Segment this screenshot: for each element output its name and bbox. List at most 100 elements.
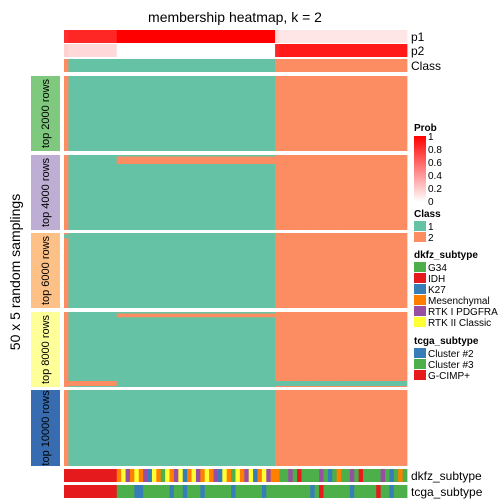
dkfz-cell (380, 469, 386, 482)
class-cell (261, 59, 267, 72)
dkfz-cell (376, 469, 382, 482)
membership-column (178, 155, 184, 230)
p1-cell (125, 30, 131, 43)
membership-column (90, 76, 96, 151)
top-annotation-label: Class (411, 59, 441, 73)
class-cell (217, 59, 223, 72)
membership-column (367, 390, 373, 466)
dkfz-cell (239, 469, 245, 482)
p2-cell (143, 44, 148, 57)
p2-cell (209, 44, 214, 57)
membership-column (125, 155, 131, 230)
p1-cell (266, 30, 272, 43)
tcga-cell (134, 485, 140, 498)
tcga-cell (402, 485, 408, 498)
dkfz-cell (94, 469, 100, 482)
membership-column (235, 390, 241, 466)
top-annotation-label: p1 (411, 30, 425, 44)
p1-cell (64, 30, 69, 43)
dkfz-cell (248, 469, 254, 482)
tcga-cell (314, 485, 320, 498)
membership-column (99, 390, 104, 466)
dkfz-cell (107, 469, 113, 482)
membership-column (292, 76, 298, 151)
dkfz-cell (349, 469, 355, 482)
class-cell (292, 59, 298, 72)
p2-cell (112, 44, 118, 57)
p2-cell (270, 44, 276, 57)
bottom-annotations (64, 469, 408, 498)
p1-cell (319, 30, 324, 43)
membership-column (226, 390, 232, 466)
p1-cell (376, 30, 382, 43)
membership-column (77, 390, 82, 466)
membership-column (68, 76, 74, 151)
membership-column (90, 390, 96, 466)
membership-stripe (64, 381, 117, 386)
p1-cell (121, 30, 126, 43)
membership-column (125, 76, 131, 151)
tcga-cell (235, 485, 241, 498)
membership-column (349, 312, 355, 387)
membership-column (200, 390, 206, 466)
tcga-cell (200, 485, 206, 498)
tcga-cell (156, 485, 162, 498)
membership-column (85, 76, 91, 151)
membership-column (72, 76, 78, 151)
membership-column (301, 155, 307, 230)
membership-column (64, 233, 69, 308)
p1-cell (213, 30, 219, 43)
class-cell (314, 59, 320, 72)
class-cell (134, 59, 140, 72)
membership-column (380, 76, 386, 151)
dkfz-cell (160, 469, 166, 482)
p1-cell (314, 30, 320, 43)
membership-column (235, 312, 241, 387)
membership-column (349, 76, 355, 151)
membership-column (173, 312, 179, 387)
membership-column (292, 312, 298, 387)
p1-cell (85, 30, 91, 43)
class-cell (81, 59, 87, 72)
membership-column (151, 312, 157, 387)
membership-column (385, 233, 390, 308)
membership-column (217, 312, 223, 387)
class-cell (173, 59, 179, 72)
prob-tick-label: 0.2 (428, 184, 442, 195)
membership-column (107, 155, 113, 230)
membership-column (393, 233, 399, 308)
tcga-cell (385, 485, 390, 498)
dkfz-cell (275, 469, 280, 482)
dkfz-swatch (414, 295, 426, 305)
p2-cell (226, 44, 232, 57)
membership-column (385, 390, 390, 466)
membership-column (116, 390, 122, 466)
membership-column (169, 390, 175, 466)
membership-column (231, 233, 236, 308)
tcga-cell (72, 485, 78, 498)
class-cell (72, 59, 78, 72)
dkfz-cell (402, 469, 408, 482)
p1-cell (129, 30, 135, 43)
tcga-cell (112, 485, 118, 498)
class-cell (319, 59, 324, 72)
dkfz-cell (222, 469, 228, 482)
tcga-cell (81, 485, 87, 498)
membership-column (107, 233, 113, 308)
p1-cell (279, 30, 285, 43)
dkfz-cell (310, 469, 316, 482)
p1-cell (239, 30, 245, 43)
membership-column (77, 233, 82, 308)
p2-cell (358, 44, 364, 57)
membership-column (116, 312, 122, 387)
membership-column (173, 155, 179, 230)
membership-column (393, 390, 399, 466)
membership-column (64, 312, 69, 387)
membership-stripe (116, 156, 276, 164)
heatmap-body (64, 76, 408, 466)
membership-column (358, 233, 364, 308)
p2-cell (323, 44, 329, 57)
dkfz-cell (371, 469, 377, 482)
membership-column (345, 233, 351, 308)
dkfz-cell (319, 469, 324, 482)
